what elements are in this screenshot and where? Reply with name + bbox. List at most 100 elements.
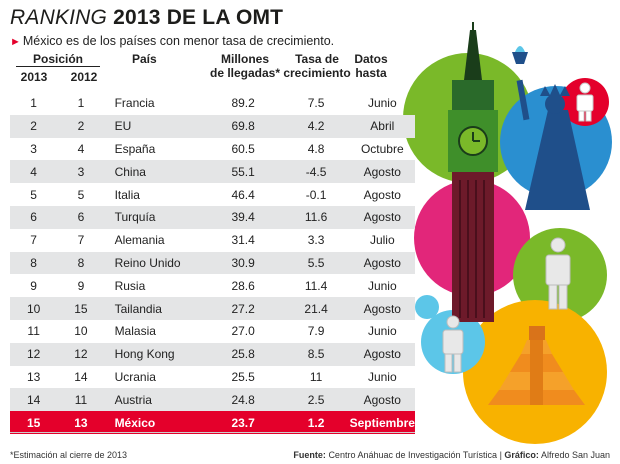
cell-data-until: Junio [367,96,397,111]
credit-text: Alfredo San Juan [540,450,610,460]
cell-position-2013: 7 [30,233,37,248]
table-row: 9 9 Rusia 28.6 11.4 Junio [10,274,415,297]
cell-arrivals: 39.4 [203,205,283,229]
cell-position-2012: 7 [77,233,85,248]
table-row: 11 10 Malasia 27.0 7.9 Junio [10,320,415,343]
cell-country: EU [104,114,204,138]
header-divider [16,66,100,67]
table-row: 13 14 Ucrania 25.5 11 Junio [10,366,415,389]
source-label: Fuente: [293,450,326,460]
arrow-right-icon: ► [10,36,21,48]
cell-country: Turquía [104,205,204,229]
cell-arrivals: 31.4 [231,233,255,248]
cell-country: Tailandia [104,297,204,320]
cell-arrivals: 30.9 [203,251,283,275]
cell-position-2013: 8 [10,251,58,275]
cell-position-2012: 9 [77,278,85,293]
cell-arrivals: 25.5 [231,369,255,384]
cell-growth-rate: 3.3 [307,233,325,248]
cell-arrivals: 27.2 [203,297,283,320]
cell-growth-rate: 2.5 [282,388,350,412]
header-tasa-line2: crecimiento [283,66,351,80]
header-2013: 2013 [20,70,48,84]
cell-position-2012: 2 [57,114,105,138]
cell-position-2013: 2 [10,114,58,138]
cell-data-until: Septiembre [349,411,415,434]
cell-growth-rate: 11.6 [282,205,350,229]
cell-arrivals: 25.8 [203,342,283,366]
cell-position-2013: 9 [30,278,37,293]
cell-arrivals: 23.7 [203,411,283,434]
cell-country: Austria [104,388,204,412]
cell-arrivals: 55.1 [203,160,283,184]
cell-position-2012: 5 [77,187,85,202]
cell-position-2013: 14 [10,388,58,412]
header-datos-line2: hasta [355,66,387,80]
cell-position-2012: 15 [57,297,105,320]
header-datos-line1: Datos [354,52,388,66]
person-icon [545,237,571,310]
cell-data-until: Agosto [349,251,415,275]
cell-position-2012: 11 [57,388,105,412]
cell-data-until: Agosto [363,187,401,202]
table-row: 15 13 México 23.7 1.2 Septiembre [10,411,415,434]
subtitle: ► México es de los países con menor tasa … [10,34,334,48]
cell-country: España [114,141,156,156]
person-icon [576,82,594,122]
cell-data-until: Agosto [349,160,415,184]
header-llegadas: Millones de llegadas* [200,52,290,80]
cell-country: Italia [114,187,140,202]
light-blue-dot-shape [415,295,439,319]
cell-arrivals: 69.8 [203,114,283,138]
cell-position-2013: 15 [10,411,58,434]
cell-position-2013: 13 [26,369,41,384]
footnote: *Estimación al cierre de 2013 [10,450,128,460]
cell-position-2013: 1 [30,96,37,111]
cell-country: China [104,160,204,184]
cell-position-2012: 12 [57,342,105,366]
cell-country: Reino Unido [104,251,204,275]
table-row: 12 12 Hong Kong 25.8 8.5 Agosto [10,342,415,366]
cell-position-2012: 4 [77,141,85,156]
cell-growth-rate: 11.4 [304,278,328,293]
cell-growth-rate: 4.2 [282,114,350,138]
cell-country: Rusia [114,278,146,293]
cell-growth-rate: 7.9 [307,324,325,339]
cell-country: México [104,411,204,434]
cell-position-2013: 10 [10,297,58,320]
header-tasa-line1: Tasa de [295,52,339,66]
cell-position-2013: 11 [27,324,40,339]
cell-country: Ucrania [114,369,156,384]
statue-of-liberty-icon [512,46,590,210]
cell-data-until: Agosto [349,342,415,366]
cell-position-2012: 14 [74,369,88,384]
cell-data-until: Julio [369,233,395,248]
cell-growth-rate: 11 [309,369,323,384]
cell-arrivals: 89.2 [231,96,255,111]
pyramid-icon [488,326,585,405]
table-row: 10 15 Tailandia 27.2 21.4 Agosto [10,297,415,320]
cell-growth-rate: -0.1 [305,187,327,202]
cell-growth-rate: 1.2 [282,411,350,434]
cell-arrivals: 60.5 [231,141,255,156]
cell-position-2012: 6 [57,205,105,229]
subtitle-text: México es de los países con menor tasa d… [22,34,335,48]
credit-label: Gráfico: [504,450,539,460]
header-llegadas-line2: de llegadas* [209,66,281,80]
separator: | [499,450,502,460]
cell-position-2012: 1 [77,96,85,111]
cell-growth-rate: 8.5 [282,342,350,366]
cell-data-until: Agosto [349,297,415,320]
cell-growth-rate: 4.8 [307,141,325,156]
title-italic: RANKING [10,6,108,29]
cell-growth-rate: 5.5 [282,251,350,275]
source-text: Centro Anáhuac de Investigación Turístic… [328,450,498,460]
cell-growth-rate: -4.5 [282,160,350,184]
cell-position-2012: 13 [57,411,105,434]
title-bold: 2013 DE LA OMT [113,6,284,29]
cell-position-2013: 5 [30,187,37,202]
table-row: 1 1 Francia 89.2 7.5 Junio [10,92,415,115]
cell-growth-rate: 21.4 [282,297,350,320]
cell-data-until: Agosto [349,205,415,229]
